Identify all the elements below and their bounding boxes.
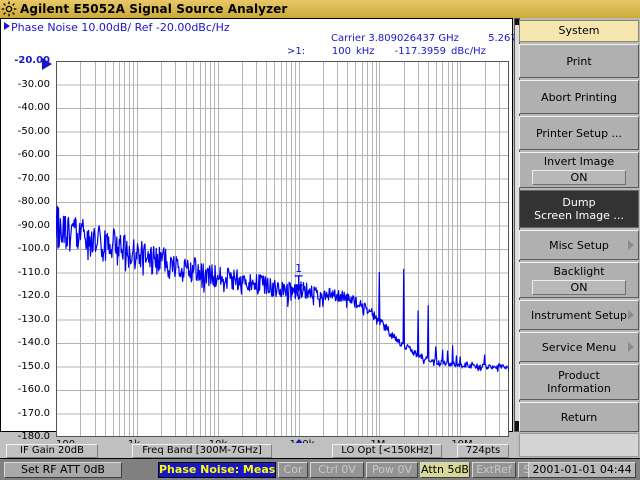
marker-readout[interactable]: >1:100kHz-117.3959dBc/Hz	[287, 46, 486, 57]
y-axis-tick-label: -70.00	[4, 173, 50, 184]
chevron-right-icon	[628, 310, 634, 320]
status-cor: Cor	[278, 462, 308, 478]
y-axis-tick-label: -150.0	[4, 361, 50, 372]
menu-item-service-menu[interactable]: Service Menu	[519, 332, 639, 362]
menu-item-label: Service Menu	[542, 341, 616, 354]
y-axis-tick-label: -160.0	[4, 384, 50, 395]
y-axis-tick-label: -120.0	[4, 290, 50, 301]
menu-item-print[interactable]: Print	[519, 44, 639, 78]
y-axis-tick-label: -80.00	[4, 196, 50, 207]
menu-item-invert-image[interactable]: Invert Image ON	[519, 152, 639, 188]
carrier-frequency: 3.809026437 GHz	[368, 33, 459, 44]
status-ctrl: Ctrl 0V	[310, 462, 364, 478]
y-axis-tick-label: -140.0	[4, 337, 50, 348]
y-axis-tick-label: -40.00	[4, 102, 50, 113]
menu-item-label: Print	[566, 55, 591, 68]
y-axis-tick-label: -50.00	[4, 126, 50, 137]
carrier-label: Carrier	[331, 33, 365, 44]
trace-title-text: Phase Noise 10.00dB/ Ref -20.00dBc/Hz	[11, 21, 230, 34]
menu-item-label: Return	[561, 411, 598, 424]
status-pow: Pow 0V	[366, 462, 418, 478]
menu-item-abort-printing[interactable]: Abort Printing	[519, 80, 639, 114]
trace-title-line[interactable]: Phase Noise 10.00dB/ Ref -20.00dBc/Hz	[4, 21, 230, 34]
y-axis-tick-label: -170.0	[4, 408, 50, 419]
marker-level-value: -117.3959	[390, 46, 446, 57]
menu-item-label: Backlight	[553, 265, 604, 278]
status-set-rf-att[interactable]: Set RF ATT 0dB	[4, 462, 122, 478]
phase-noise-plot: 1	[56, 61, 509, 437]
title-bar: Agilent E5052A Signal Source Analyzer	[0, 0, 640, 18]
y-axis-tick-label: -20.00	[4, 55, 50, 66]
menu-item-dump-screen-image[interactable]: DumpScreen Image ...	[519, 190, 639, 228]
y-axis-tick-label: -130.0	[4, 314, 50, 325]
menu-item-label: Invert Image	[544, 155, 614, 168]
plot-area[interactable]: 1	[56, 61, 509, 437]
menu-item-return[interactable]: Return	[519, 402, 639, 432]
menu-item-product-information[interactable]: ProductInformation	[519, 364, 639, 400]
annotation-freq-band[interactable]: Freq Band [300M-7GHz]	[132, 444, 272, 458]
marker-frequency-value: 100	[313, 46, 351, 57]
status-meas-state[interactable]: Phase Noise: Meas	[158, 462, 276, 478]
menu-item-value[interactable]: ON	[532, 280, 626, 295]
chevron-right-icon	[628, 240, 634, 250]
annotation-points[interactable]: 724pts	[457, 444, 509, 458]
menu-item-label: Dump	[562, 196, 595, 209]
menu-item-label-2: Screen Image ...	[534, 209, 624, 222]
annotation-row: IF Gain 20dB Freq Band [300M-7GHz] LO Opt …	[2, 443, 513, 459]
annotation-if-gain[interactable]: IF Gain 20dB	[6, 444, 98, 458]
menu-item-label: Printer Setup ...	[536, 127, 622, 140]
menu-item-label: Product	[558, 369, 600, 382]
menu-item-printer-setup[interactable]: Printer Setup ...	[519, 116, 639, 150]
softkey-menu: System Print Abort Printing Printer Setup …	[518, 18, 640, 458]
menu-item-misc-setup[interactable]: Misc Setup	[519, 230, 639, 260]
status-attn[interactable]: Attn 5dB	[420, 462, 470, 478]
y-axis-tick-label: -90.00	[4, 220, 50, 231]
y-axis-tick-label: -100.0	[4, 243, 50, 254]
menu-footer-blank	[519, 433, 639, 457]
svg-text:1: 1	[295, 262, 302, 275]
menu-item-instrument-setup[interactable]: Instrument Setup	[519, 300, 639, 330]
y-axis-tick-label: -60.00	[4, 149, 50, 160]
annotation-lo-opt[interactable]: LO Opt [<150kHz]	[332, 444, 442, 458]
y-axis-tick-label: -30.00	[4, 79, 50, 90]
status-bar: Set RF ATT 0dB Phase Noise: MeasCorCtrl 0…	[0, 458, 640, 480]
marker-name: >1:	[287, 46, 313, 57]
active-trace-arrow-icon	[4, 22, 10, 30]
marker-level-unit: dBc/Hz	[446, 46, 486, 57]
menu-header: System	[519, 20, 639, 42]
chevron-right-icon	[628, 342, 634, 352]
menu-item-label-2: Information	[547, 382, 611, 395]
measurement-area: Phase Noise 10.00dB/ Ref -20.00dBc/Hz Ca…	[0, 18, 513, 432]
menu-item-label: Misc Setup	[549, 239, 609, 252]
menu-item-label: Abort Printing	[541, 91, 617, 104]
status-extref: ExtRef	[472, 462, 516, 478]
instrument-screen: Agilent E5052A Signal Source Analyzer Ph…	[0, 0, 640, 480]
agilent-sun-icon	[1, 1, 17, 17]
y-axis-tick-label: -180.0	[4, 431, 50, 442]
y-axis-tick-label: -110.0	[4, 267, 50, 278]
marker-frequency-unit: kHz	[351, 46, 390, 57]
status-datetime: 2001-01-01 04:44	[528, 462, 636, 478]
menu-item-backlight[interactable]: Backlight ON	[519, 262, 639, 298]
menu-item-value[interactable]: ON	[532, 170, 626, 185]
menu-header-label: System	[558, 25, 599, 37]
app-title: Agilent E5052A Signal Source Analyzer	[20, 2, 287, 16]
menu-item-label: Instrument Setup	[531, 309, 627, 322]
